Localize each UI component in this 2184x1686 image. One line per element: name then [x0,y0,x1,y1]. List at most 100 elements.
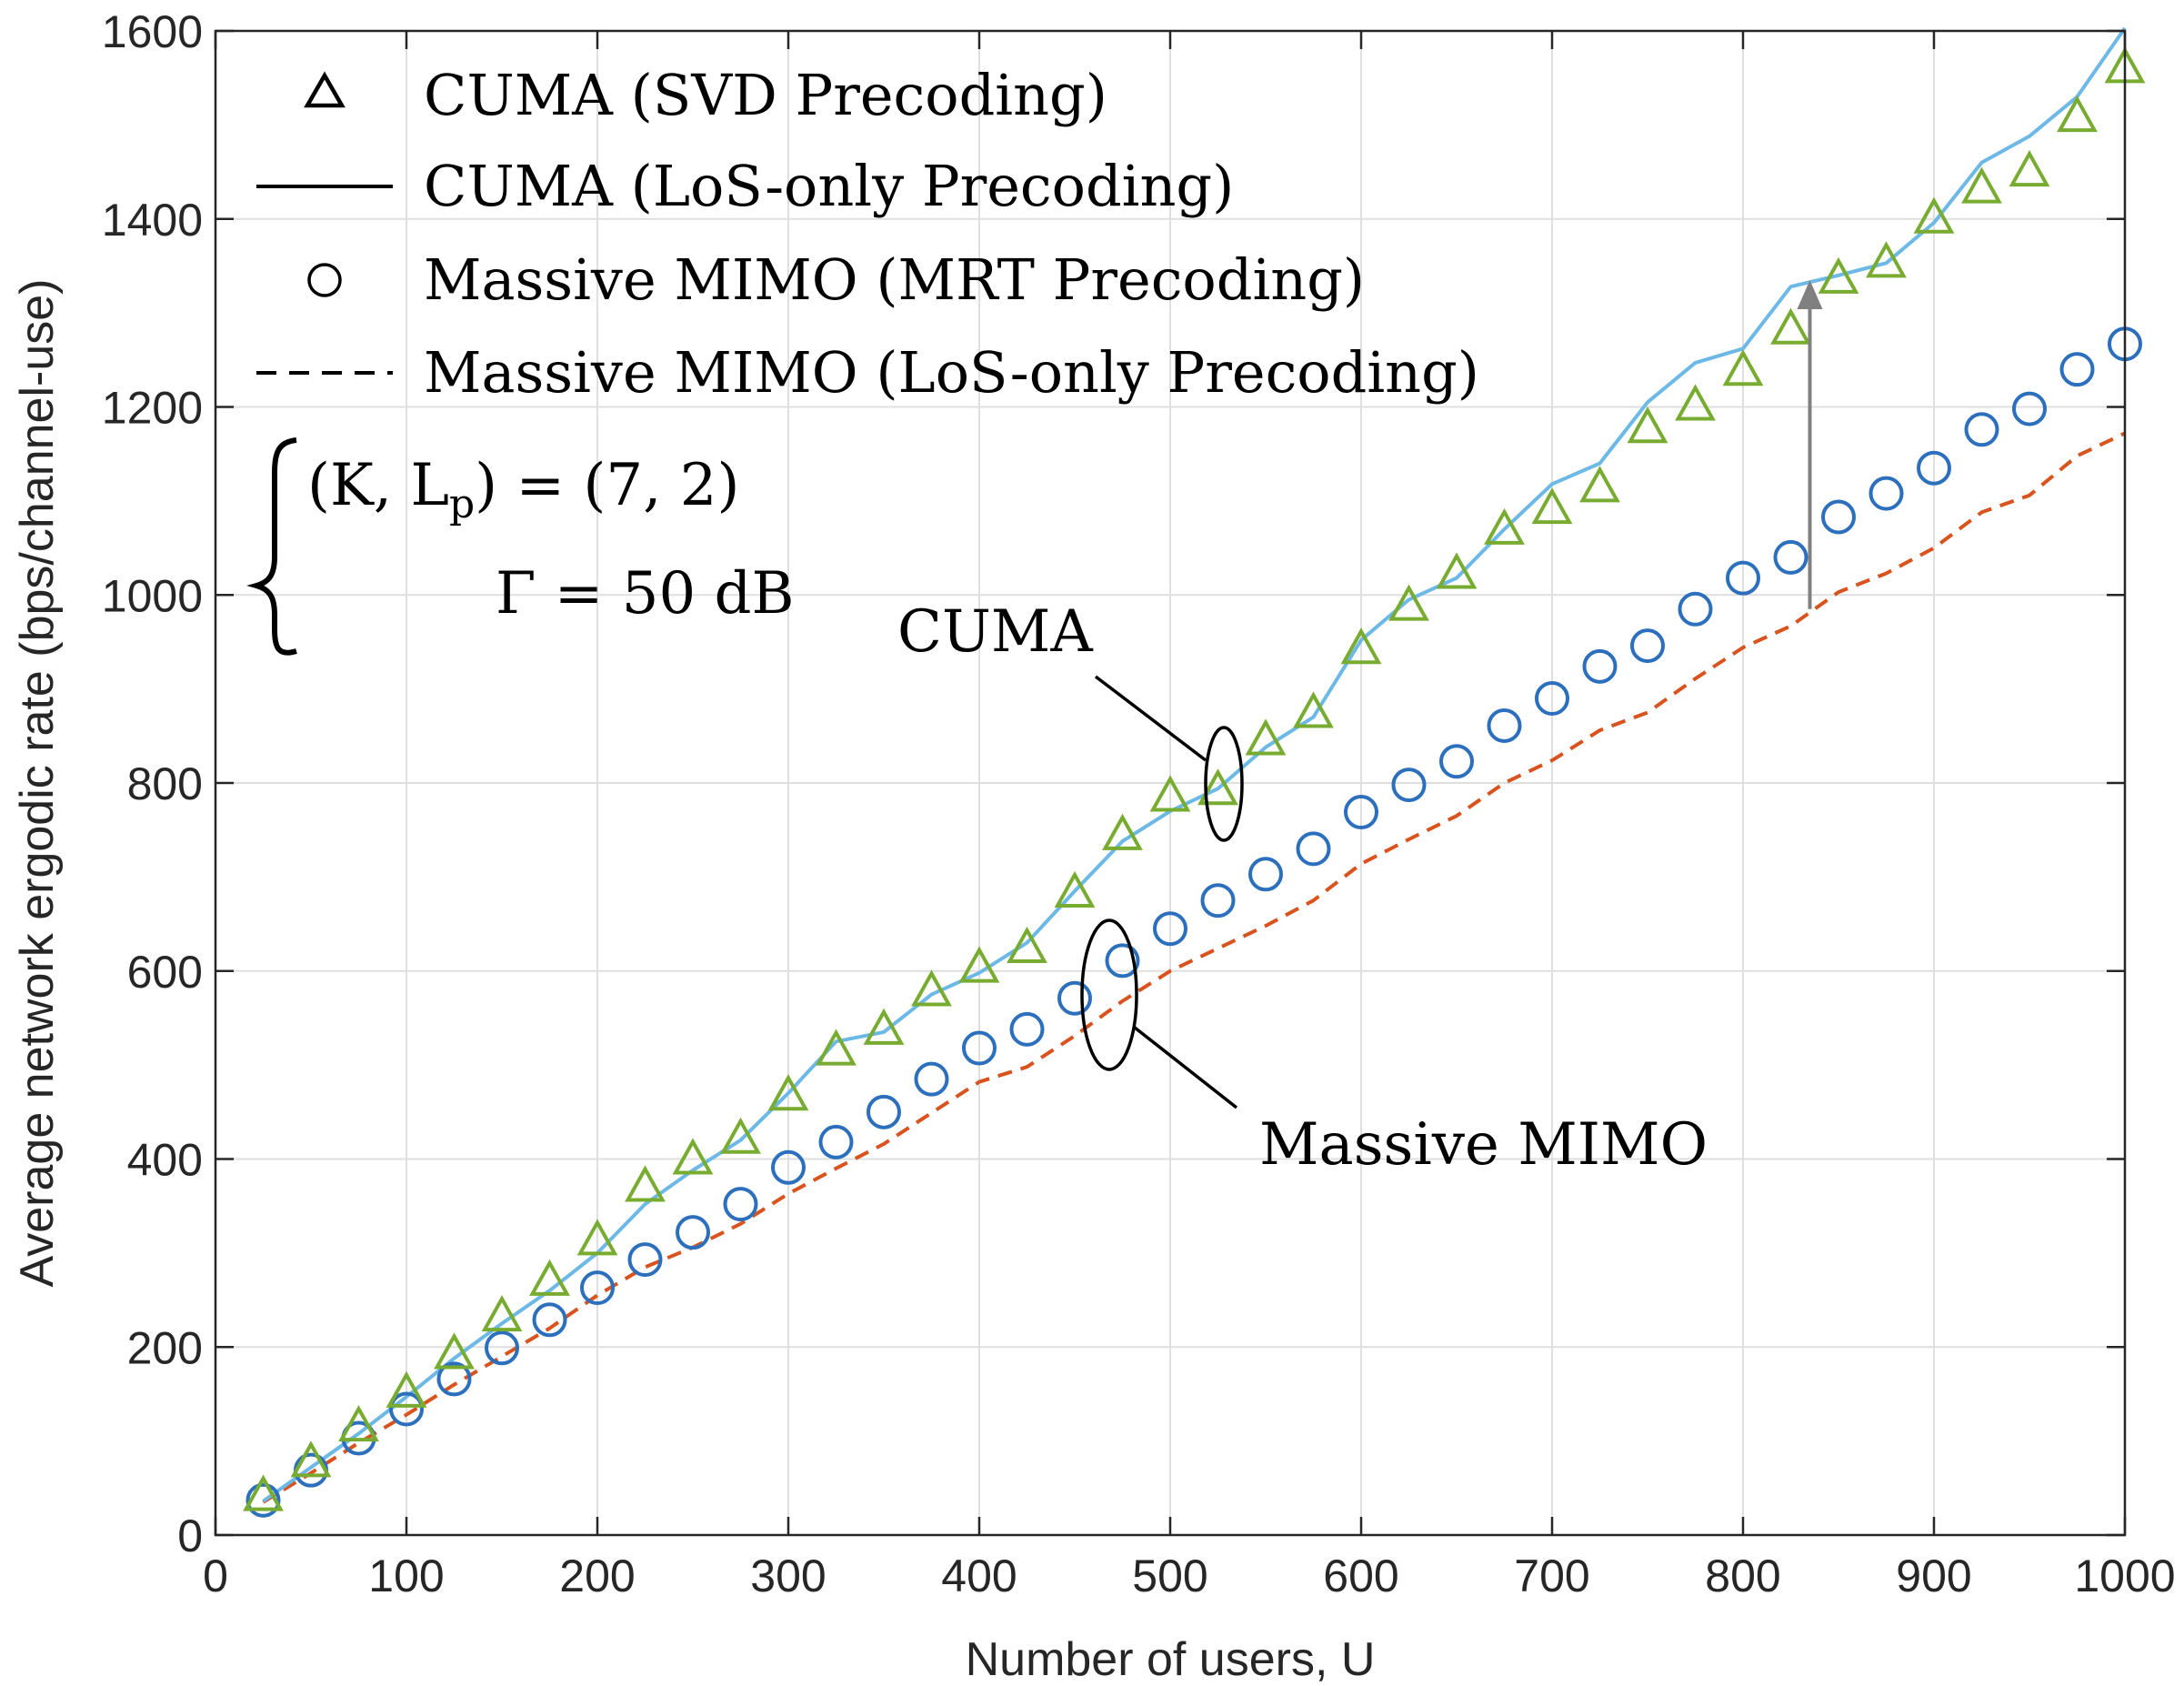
data-point-triangle [243,1474,284,1511]
data-point-triangle [2009,149,2050,187]
data-point-triangle [1054,870,1096,908]
y-tick-label: 1400 [102,195,203,246]
data-point-circle [1773,539,1808,575]
data-point-triangle [290,1440,332,1478]
data-point-triangle [1436,552,1478,589]
x-tick-label: 700 [1514,1551,1589,1601]
left-brace [246,437,297,656]
legend-entry-mimo-mrt: Massive MIMO (MRT Precoding) [307,246,1365,313]
data-point-triangle [386,1370,427,1408]
y-tick-label: 1000 [102,570,203,621]
y-tick-label: 600 [127,947,203,998]
cuma-annotation: CUMA [897,598,1244,842]
data-point-circle [1153,911,1187,947]
massive-mimo-label: Massive MIMO [1259,1111,1708,1179]
data-point-circle [723,1187,758,1222]
arrow-layer [1797,279,1823,609]
data-point-circle [1105,943,1140,978]
x-axis-label: Number of users, U [966,1633,1376,1686]
series-massive-mimo-los-line [262,431,2126,1504]
data-point-triangle [2057,95,2098,133]
y-tick-label: 800 [127,758,203,809]
x-tick-label: 800 [1705,1551,1780,1601]
data-point-circle [914,1061,949,1097]
data-point-circle [2012,391,2047,427]
data-point-triangle [1961,166,2002,204]
data-point-triangle [1913,196,1955,234]
massive-mimo-leader-line [1133,1026,1238,1109]
data-point-triangle [338,1405,379,1442]
params-line1: (K, Lp) = (7, 2) [307,452,739,527]
data-point-triangle [767,1074,809,1111]
data-point-triangle [863,1008,905,1045]
data-point-triangle [1245,718,1287,756]
data-point-circle [1868,476,1904,511]
data-point-triangle [1149,775,1191,812]
data-point-circle [962,1030,997,1066]
data-point-circle [1582,648,1618,684]
cuma-ellipse [1204,726,1244,842]
ticks [214,29,2127,1537]
data-point-triangle [1340,627,1382,665]
legend-entry-cuma-svd: CUMA (SVD Precoding) [304,62,1107,128]
massive-mimo-ellipse [1080,918,1138,1071]
data-point-circle [1964,412,1999,447]
data-point-circle [294,1452,328,1488]
x-tick-label: 1000 [2074,1551,2175,1601]
data-point-circle [1248,857,1283,892]
data-point-triangle [1007,926,1047,963]
data-point-triangle [911,969,952,1007]
data-point-triangle [1818,256,1859,294]
data-point-circle [485,1330,519,1366]
data-point-triangle [529,1259,570,1296]
data-point-circle [1009,1011,1045,1047]
x-tick-label: 500 [1132,1551,1207,1601]
data-point-circle [1344,795,1378,830]
tick-labels: 0 100 200 300 400 500 600 700 800 900 1000 0 200 400 6… [102,6,2176,1601]
data-point-circle [1630,628,1665,664]
data-point-triangle [1388,584,1429,621]
data-point-circle [1391,768,1427,803]
data-point-circle [1057,980,1092,1016]
series-cuma-los-line [262,26,2127,1503]
y-tick-label: 0 [177,1510,203,1561]
y-tick-label: 1200 [102,383,203,434]
y-tick-label: 1600 [102,6,203,57]
x-tick-label: 300 [750,1551,826,1601]
x-tick-label: 400 [941,1551,1017,1601]
x-tick-label: 100 [368,1551,444,1601]
params-annotation: (K, Lp) = (7, 2) Γ = 50 dB [246,437,795,656]
data-point-triangle [1770,307,1811,345]
data-point-circle [1439,744,1474,779]
data-point-triangle [481,1295,523,1332]
data-point-circle [818,1124,854,1159]
legend-label: CUMA (LoS-only Precoding) [424,153,1234,219]
data-point-circle [245,1482,281,1518]
legend-marker-triangle [304,71,346,108]
data-point-circle [1296,831,1331,867]
data-point-triangle [1484,507,1525,545]
data-point-circle [1726,560,1760,596]
y-tick-label: 200 [127,1322,203,1373]
x-tick-label: 900 [1896,1551,1971,1601]
data-point-triangle [1675,384,1716,421]
data-point-triangle [1293,691,1334,728]
legend-entry-cuma-los: CUMA (LoS-only Precoding) [256,153,1234,219]
data-point-triangle [576,1219,618,1256]
data-point-triangle [434,1332,475,1370]
data-point-circle [1200,883,1236,918]
cuma-label: CUMA [897,598,1093,666]
params-line2: Γ = 50 dB [496,560,795,627]
data-point-triangle [1102,813,1143,850]
legend-marker-circle [307,263,342,297]
data-point-circle [1678,591,1713,627]
data-point-triangle [720,1117,761,1154]
data-point-triangle [672,1138,714,1175]
legend-label: Massive MIMO (MRT Precoding) [424,246,1365,313]
data-point-circle [436,1361,472,1397]
massive-mimo-annotation: Massive MIMO [1080,918,1708,1179]
data-point-circle [1535,680,1569,716]
data-point-circle [1487,708,1522,743]
legend-triangle-shape [304,71,346,108]
